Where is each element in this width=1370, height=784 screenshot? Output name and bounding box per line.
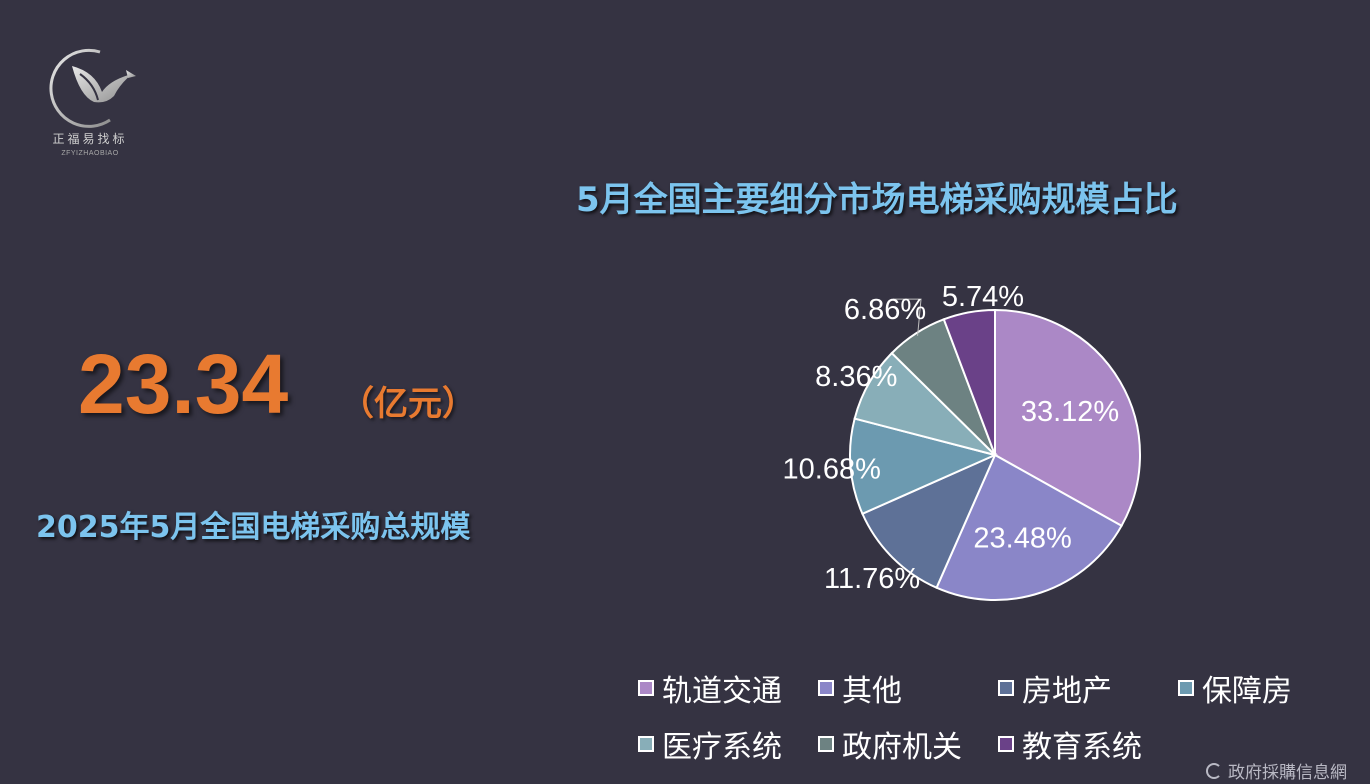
pie-slice (994, 308, 1141, 528)
legend-item: 其他 (818, 666, 902, 710)
pie-slice (942, 308, 996, 456)
pie-data-label: 8.36% (815, 361, 897, 393)
pie-data-label: 11.76% (824, 563, 920, 595)
pie-data-label: 6.86% (844, 294, 926, 326)
legend-swatch (1178, 680, 1194, 696)
pie-data-label: 10.68% (783, 453, 881, 485)
watermark-logo-icon (1206, 762, 1222, 779)
pie-slice (935, 453, 1123, 601)
pie-slice (861, 453, 997, 590)
pie-slice (849, 417, 999, 516)
logo-name-cn: 正福易找标 (52, 132, 128, 146)
legend-item: 教育系统 (998, 722, 1142, 766)
logo: 正福易找标 ZFYIZHAOBIAO (40, 44, 140, 164)
label-leader-line (893, 298, 922, 336)
legend-item: 房地产 (998, 666, 1112, 710)
pie-data-label: 33.12% (1021, 396, 1119, 428)
watermark-text: 政府採購信息網 (1228, 763, 1347, 783)
logo-name-en: ZFYIZHAOBIAO (61, 150, 119, 157)
legend-swatch (818, 680, 834, 696)
legend-label: 医疗系统 (662, 730, 782, 765)
legend-label: 教育系统 (1022, 730, 1142, 765)
legend-label: 轨道交通 (662, 674, 782, 709)
legend-label: 政府机关 (842, 730, 962, 765)
total-unit: （亿元） (340, 384, 476, 424)
pie-data-label: 5.74% (942, 281, 1024, 313)
legend-swatch (638, 680, 654, 696)
chart-title: 5月全国主要细分市场电梯采购规模占比 (576, 180, 1178, 220)
watermark: 政府採購信息網 (1206, 758, 1347, 783)
legend-item: 轨道交通 (638, 666, 782, 710)
legend-swatch (998, 680, 1014, 696)
legend-label: 其他 (842, 674, 902, 709)
legend-label: 房地产 (1022, 674, 1112, 709)
legend-item: 保障房 (1178, 666, 1292, 710)
total-value: 23.34 (78, 337, 289, 431)
pie-data-label: 23.48% (973, 523, 1071, 555)
legend-swatch (818, 736, 834, 752)
legend-item: 医疗系统 (638, 722, 782, 766)
legend-swatch (638, 736, 654, 752)
legend-item: 政府机关 (818, 722, 962, 766)
legend-label: 保障房 (1202, 674, 1292, 709)
eagle-logo-icon (49, 48, 136, 128)
total-caption: 2025年5月全国电梯采购总规模 (36, 510, 471, 545)
legend-swatch (998, 736, 1014, 752)
